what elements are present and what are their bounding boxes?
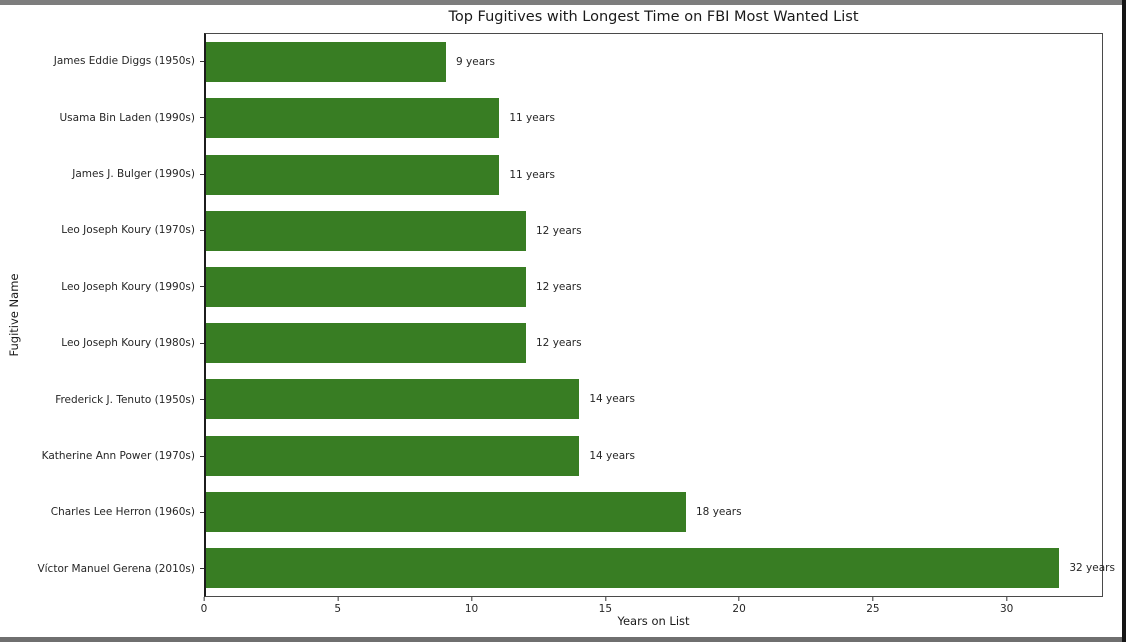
y-axis-tick-labels: James Eddie Diggs (1950s) Usama Bin Laden…: [0, 33, 204, 597]
bar-row: 9 years: [206, 34, 1102, 90]
bar-value-label: 12 years: [536, 280, 582, 293]
x-tick: 15: [599, 597, 612, 615]
window-border-right: [1122, 0, 1126, 642]
y-tick-label: James J. Bulger (1990s): [72, 168, 204, 180]
bar: [206, 42, 446, 83]
bar: [206, 266, 526, 307]
y-tick-mark: [200, 455, 204, 457]
bar-row: 12 years: [206, 315, 1102, 371]
chart-title: Top Fugitives with Longest Time on FBI M…: [448, 9, 859, 25]
y-tick-mark: [200, 117, 204, 119]
y-tick-mark: [200, 173, 204, 175]
x-axis-tick-labels: 0 5 10 15 20 25 30: [200, 597, 1103, 617]
x-tick: 5: [334, 597, 341, 615]
x-tick: 10: [465, 597, 478, 615]
y-tick-mark: [200, 60, 204, 62]
bar-row: 14 years: [206, 427, 1102, 483]
y-tick-label: Víctor Manuel Gerena (2010s): [37, 563, 204, 575]
bar-value-label: 9 years: [456, 56, 495, 69]
y-tick-mark: [200, 399, 204, 401]
y-tick-label: James Eddie Diggs (1950s): [54, 55, 204, 67]
x-tick: 0: [200, 597, 208, 615]
bar-value-label: 14 years: [589, 393, 635, 406]
bar-value-label: 32 years: [1069, 561, 1115, 574]
bar: [206, 323, 526, 364]
x-tick-label: 10: [464, 603, 479, 615]
window-border-top: [0, 0, 1126, 5]
x-tick-mark: [738, 597, 740, 601]
y-tick-mark: [200, 229, 204, 231]
bar: [206, 98, 500, 139]
bar: [206, 379, 580, 420]
y-tick-label: Leo Joseph Koury (1990s): [61, 281, 204, 293]
bar-row: 18 years: [206, 484, 1102, 540]
bar-row: 11 years: [206, 146, 1102, 202]
x-tick-label: 0: [200, 603, 208, 615]
bar: [206, 491, 686, 532]
x-tick-label: 5: [334, 603, 342, 615]
x-tick-mark: [471, 597, 473, 601]
bar: [206, 435, 580, 476]
bar-value-label: 14 years: [589, 449, 635, 462]
x-tick-mark: [604, 597, 606, 601]
window-border-bottom: [0, 637, 1126, 642]
y-tick-mark: [200, 342, 204, 344]
x-tick-mark: [203, 597, 205, 601]
x-tick: 25: [866, 597, 880, 615]
bar-row: 32 years: [206, 540, 1115, 596]
bar-value-label: 12 years: [536, 337, 582, 350]
y-tick-label: Frederick J. Tenuto (1950s): [55, 394, 204, 406]
bar-value-label: 12 years: [536, 224, 582, 237]
y-tick-label: Charles Lee Herron (1960s): [51, 506, 204, 518]
y-tick-label: Katherine Ann Power (1970s): [42, 450, 204, 462]
bar: [206, 547, 1060, 588]
bar-row: 14 years: [206, 371, 1102, 427]
x-tick-label: 25: [866, 603, 880, 615]
bar: [206, 154, 500, 195]
y-tick-label: Leo Joseph Koury (1970s): [61, 224, 204, 236]
x-tick-label: 20: [732, 603, 746, 615]
y-tick-mark: [200, 511, 204, 513]
x-tick-label: 30: [999, 603, 1014, 615]
y-tick-mark: [200, 568, 204, 570]
bar-row: 11 years: [206, 90, 1102, 146]
x-tick-mark: [1006, 597, 1008, 601]
x-tick: 30: [1000, 597, 1013, 615]
y-tick-label: Usama Bin Laden (1990s): [60, 112, 204, 124]
x-tick: 20: [732, 597, 746, 615]
bar-value-label: 11 years: [509, 112, 555, 125]
y-tick-label: Leo Joseph Koury (1980s): [61, 337, 204, 349]
bar-row: 12 years: [206, 259, 1102, 315]
plot-area: 9 years 11 years 11 years 12 years 12 years 1…: [204, 33, 1115, 597]
bar-row: 12 years: [206, 203, 1102, 259]
x-tick-mark: [872, 597, 874, 601]
bar-value-label: 11 years: [509, 168, 555, 181]
y-tick-mark: [200, 286, 204, 288]
x-axis-label: Years on List: [617, 614, 690, 628]
x-tick-mark: [337, 597, 339, 601]
bar-value-label: 18 years: [696, 505, 742, 518]
bar: [206, 210, 526, 251]
x-tick-label: 15: [598, 603, 613, 615]
